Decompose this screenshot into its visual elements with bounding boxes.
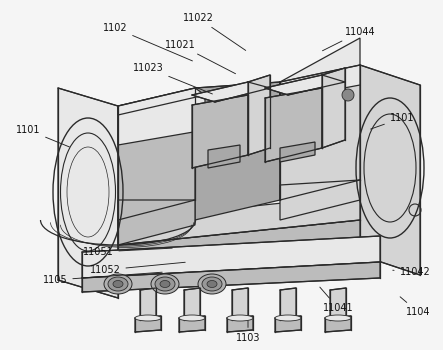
Polygon shape	[140, 288, 156, 320]
Ellipse shape	[207, 280, 217, 287]
Ellipse shape	[198, 274, 226, 294]
Polygon shape	[280, 180, 360, 220]
Text: 11023: 11023	[132, 63, 213, 94]
Polygon shape	[248, 75, 270, 155]
Polygon shape	[280, 38, 360, 118]
Ellipse shape	[325, 315, 351, 321]
Text: 1102: 1102	[103, 23, 192, 61]
Polygon shape	[208, 145, 240, 168]
Polygon shape	[118, 88, 195, 220]
Text: 11022: 11022	[183, 13, 246, 50]
Ellipse shape	[275, 315, 301, 321]
Text: 1101: 1101	[371, 113, 414, 129]
Polygon shape	[232, 288, 248, 320]
Polygon shape	[118, 95, 205, 145]
Text: 1104: 1104	[400, 297, 430, 317]
Polygon shape	[118, 220, 360, 280]
Ellipse shape	[202, 277, 222, 291]
Text: 1105: 1105	[43, 272, 162, 285]
Polygon shape	[275, 316, 301, 332]
Ellipse shape	[160, 280, 170, 287]
Polygon shape	[118, 88, 205, 115]
Polygon shape	[280, 65, 360, 200]
Polygon shape	[265, 88, 322, 162]
Circle shape	[342, 89, 354, 101]
Ellipse shape	[179, 315, 205, 321]
Polygon shape	[179, 316, 205, 332]
Text: 11044: 11044	[323, 27, 375, 51]
Text: 11042: 11042	[393, 267, 431, 277]
Polygon shape	[280, 142, 315, 162]
Polygon shape	[135, 316, 161, 332]
Text: 11052: 11052	[89, 262, 185, 275]
Polygon shape	[280, 65, 360, 100]
Text: 1101: 1101	[16, 125, 70, 147]
Ellipse shape	[104, 274, 132, 294]
Polygon shape	[192, 82, 270, 102]
Polygon shape	[82, 262, 380, 292]
Ellipse shape	[227, 315, 253, 321]
Polygon shape	[325, 316, 351, 332]
Polygon shape	[322, 68, 345, 148]
Ellipse shape	[108, 277, 128, 291]
Ellipse shape	[155, 277, 175, 291]
Ellipse shape	[151, 274, 179, 294]
Text: 11021: 11021	[165, 40, 236, 74]
Text: 11041: 11041	[320, 287, 354, 313]
Ellipse shape	[113, 280, 123, 287]
Polygon shape	[227, 316, 253, 332]
Polygon shape	[58, 88, 118, 298]
Polygon shape	[330, 288, 346, 320]
Polygon shape	[82, 236, 380, 278]
Polygon shape	[118, 195, 360, 245]
Polygon shape	[195, 82, 280, 220]
Polygon shape	[265, 75, 345, 95]
Polygon shape	[118, 200, 195, 245]
Polygon shape	[280, 288, 296, 320]
Ellipse shape	[135, 315, 161, 321]
Polygon shape	[360, 65, 420, 275]
Polygon shape	[184, 288, 200, 320]
Text: 1103: 1103	[236, 321, 260, 343]
Polygon shape	[192, 95, 248, 168]
Text: 11051: 11051	[83, 247, 172, 257]
